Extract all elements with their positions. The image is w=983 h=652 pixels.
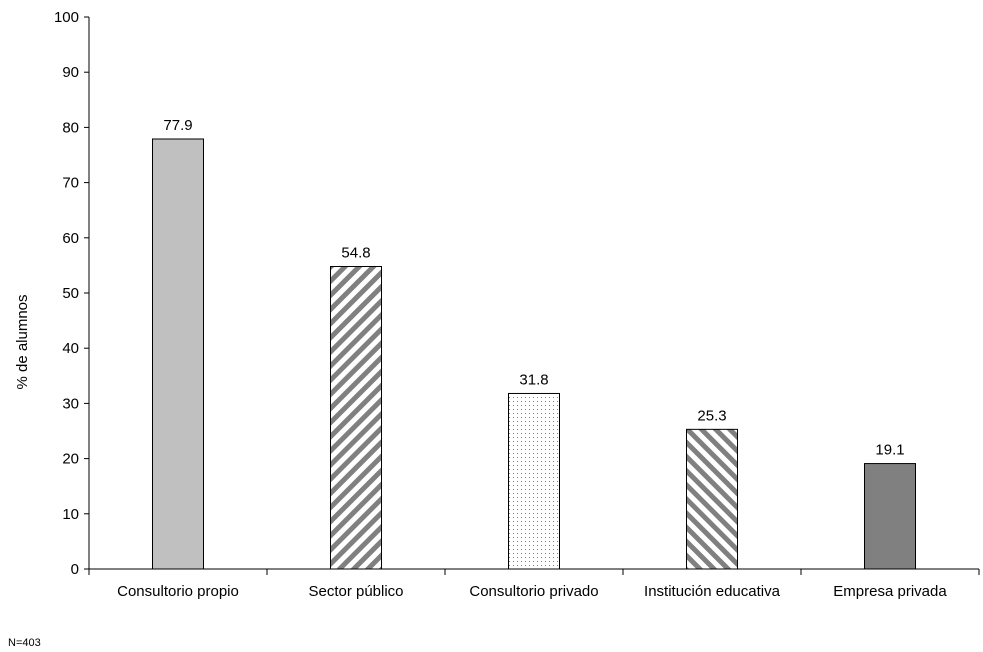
x-category-label: Institución educativa [644, 583, 781, 600]
bar-value-label: 25.3 [697, 407, 726, 424]
y-tick-label: 30 [62, 395, 79, 412]
x-category-label: Empresa privada [833, 583, 947, 600]
x-axis [88, 568, 980, 575]
y-tick-label: 0 [71, 561, 79, 578]
bar-value-label: 19.1 [875, 442, 904, 459]
bar [330, 266, 382, 570]
sample-size-note: N=403 [8, 637, 41, 649]
bar-value-label: 54.8 [341, 245, 370, 262]
y-tick-label: 50 [62, 285, 79, 302]
y-tick-label: 80 [62, 119, 79, 136]
y-tick-label: 100 [54, 9, 79, 26]
bar [686, 428, 738, 570]
bar [152, 138, 204, 570]
x-category-label: Sector público [308, 583, 403, 600]
y-tick-label: 40 [62, 340, 79, 357]
y-axis: 0 10 20 30 40 50 60 70 80 90 100 [54, 9, 90, 578]
y-axis-title: % de alumnos [14, 294, 31, 389]
bar [864, 463, 916, 570]
y-tick-label: 90 [62, 64, 79, 81]
y-tick-label: 20 [62, 451, 79, 468]
bars: 77.9 Consultorio propio 54.8 Sector público… [117, 117, 947, 600]
bar-value-label: 77.9 [163, 117, 192, 134]
bar [508, 392, 560, 570]
x-category-label: Consultorio privado [469, 583, 598, 600]
y-tick-label: 70 [62, 175, 79, 192]
y-tick-label: 10 [62, 506, 79, 523]
y-tick-label: 60 [62, 230, 79, 247]
bar-value-label: 31.8 [519, 371, 548, 388]
x-category-label: Consultorio propio [117, 583, 239, 600]
